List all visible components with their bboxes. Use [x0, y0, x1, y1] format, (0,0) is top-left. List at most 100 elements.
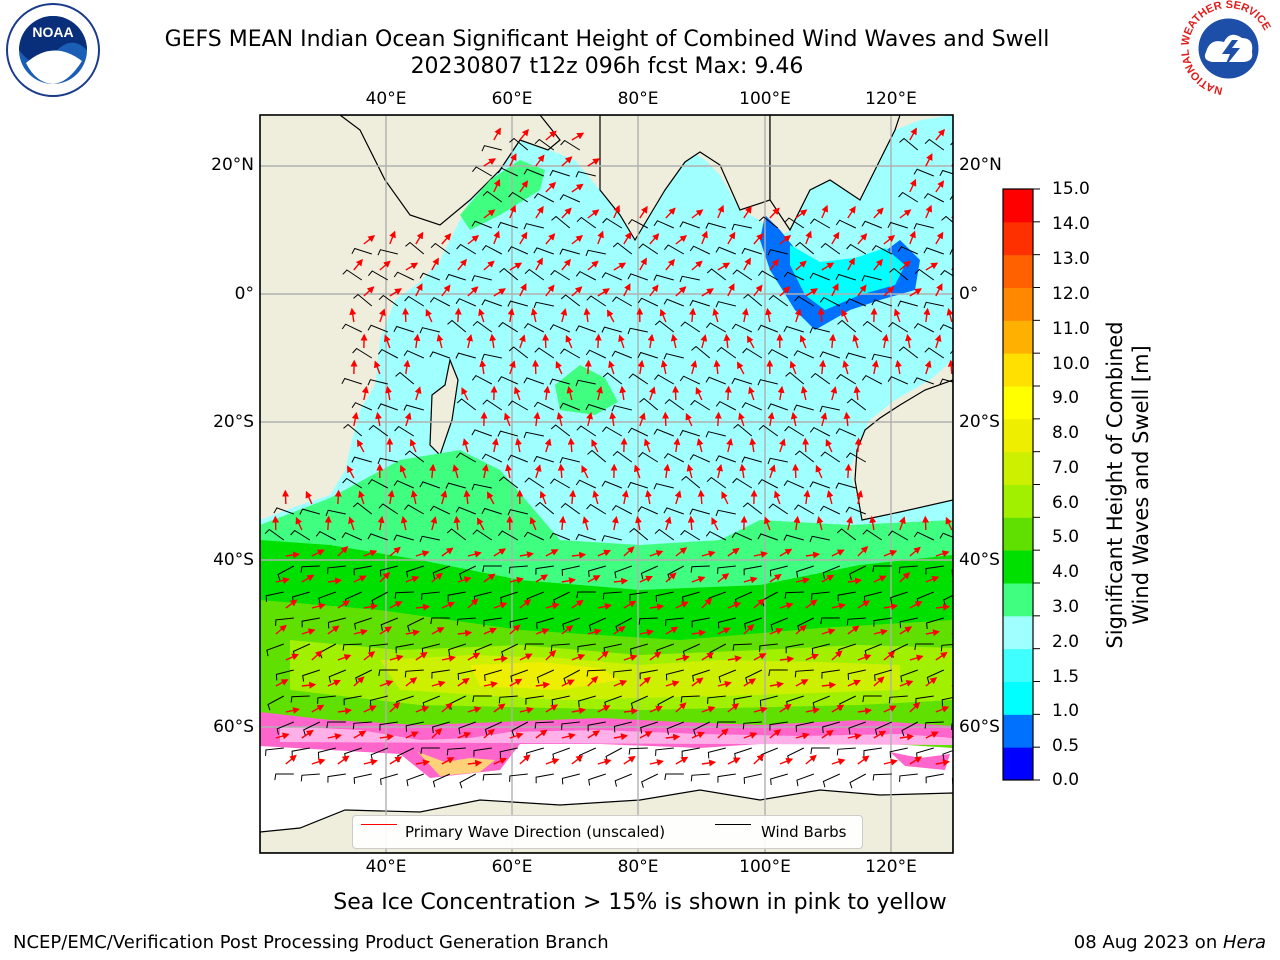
wind-barb: [809, 272, 830, 281]
wind-barb: [924, 347, 945, 359]
wave-direction-arrow: [561, 577, 576, 585]
wave-direction-arrow: [899, 680, 914, 687]
wave-direction-arrow: [769, 681, 784, 689]
wind-barb: [793, 350, 815, 359]
wind-barb: [783, 534, 804, 541]
wind-barb: [743, 565, 762, 576]
wind-barb: [731, 223, 752, 231]
wave-direction-arrow: [535, 681, 551, 689]
wave-direction-arrow: [649, 550, 664, 557]
wave-direction-arrow: [935, 603, 951, 611]
colorbar-tick: 11.0: [1052, 319, 1090, 339]
wind-barb: [588, 773, 606, 786]
wave-direction-arrow: [847, 679, 861, 687]
wave-direction-arrow: [597, 549, 611, 557]
wind-barb: [448, 643, 466, 656]
wave-direction-arrow: [895, 359, 902, 375]
wind-barb: [472, 695, 492, 703]
wave-direction-arrow: [457, 629, 473, 637]
wave-direction-arrow: [555, 360, 563, 375]
wave-direction-arrow: [441, 702, 453, 713]
wind-barb: [586, 295, 607, 307]
wind-barb: [615, 617, 633, 633]
wave-direction-arrow: [535, 154, 545, 167]
wind-barb: [559, 194, 581, 203]
wave-direction-arrow: [831, 283, 839, 297]
wave-direction-arrow: [909, 654, 924, 662]
wave-direction-arrow: [802, 437, 810, 453]
wind-barb: [535, 773, 554, 784]
wave-direction-arrow: [743, 732, 758, 739]
wind-barb: [602, 591, 622, 600]
wind-barb: [767, 457, 788, 465]
wave-direction-arrow: [649, 759, 664, 766]
map-legend: Primary Wave Direction (unscaled) Wind B…: [352, 815, 863, 849]
wind-barb: [692, 669, 710, 682]
wind-barb: [585, 349, 607, 359]
wave-direction-arrow: [519, 599, 532, 609]
wave-direction-arrow: [509, 204, 516, 219]
wind-barb: [430, 617, 450, 625]
wave-direction-arrow: [441, 547, 454, 557]
wind-barb: [430, 242, 451, 255]
wave-direction-arrow: [347, 465, 355, 479]
wind-barb: [586, 669, 606, 677]
wave-direction-arrow: [665, 572, 677, 583]
colorbar-swatch: [1003, 353, 1033, 387]
wave-direction-arrow: [831, 704, 845, 713]
wave-direction-arrow: [883, 286, 895, 297]
colorbar-title-line1: Significant Height of Combined: [1103, 321, 1127, 649]
wind-barb: [914, 643, 934, 651]
wind-barb: [874, 721, 893, 736]
left-lat-label: 20°S: [213, 412, 254, 432]
wind-barb: [682, 591, 700, 604]
wave-direction-arrow: [353, 258, 363, 271]
wave-direction-arrow: [779, 757, 794, 765]
wave-direction-arrow: [389, 546, 401, 557]
wave-direction-arrow: [935, 180, 945, 193]
wind-barb: [795, 721, 814, 732]
wind-barb: [534, 721, 554, 729]
wave-direction-arrow: [723, 333, 731, 349]
wind-barb: [498, 695, 518, 704]
wave-direction-arrow: [463, 489, 471, 505]
wind-barb: [664, 773, 684, 781]
wave-direction-arrow: [413, 333, 421, 349]
wind-barb: [326, 721, 346, 729]
wave-direction-arrow: [945, 516, 953, 531]
wind-barb: [611, 504, 633, 515]
wave-direction-arrow: [662, 411, 670, 427]
chart-title: GEFS MEAN Indian Ocean Significant Heigh…: [164, 27, 1050, 52]
wave-direction-arrow: [618, 334, 625, 349]
wind-barb: [378, 503, 399, 515]
wind-barb: [837, 591, 856, 602]
wind-barb: [471, 483, 492, 491]
wave-direction-arrow: [431, 257, 439, 271]
wind-barb: [628, 373, 649, 385]
wind-barb: [481, 244, 503, 255]
wave-direction-arrow: [607, 309, 615, 323]
wind-barb: [509, 617, 528, 628]
map-frame: [259, 114, 954, 854]
wave-direction-arrow: [743, 624, 755, 635]
wind-barb: [300, 773, 320, 782]
wind-barb: [758, 424, 779, 437]
wave-direction-arrow: [586, 412, 593, 427]
wave-direction-arrow: [675, 702, 687, 713]
wind-barb: [741, 247, 762, 255]
wind-barb: [899, 773, 918, 782]
wind-barb: [559, 457, 580, 464]
wind-barb: [742, 721, 762, 730]
wind-barb: [482, 773, 502, 781]
colorbar-swatch: [1003, 517, 1033, 551]
wind-barb: [265, 591, 284, 602]
colorbar-tick: 2.0: [1052, 632, 1080, 652]
wind-barb: [639, 397, 659, 411]
wind-barb: [743, 773, 762, 784]
wave-direction-arrow: [519, 334, 526, 349]
wave-direction-arrow: [873, 207, 884, 219]
wave-direction-arrow: [623, 707, 639, 715]
wind-barb: [793, 404, 814, 411]
wind-barb: [665, 669, 684, 681]
wave-direction-arrow: [489, 333, 497, 349]
